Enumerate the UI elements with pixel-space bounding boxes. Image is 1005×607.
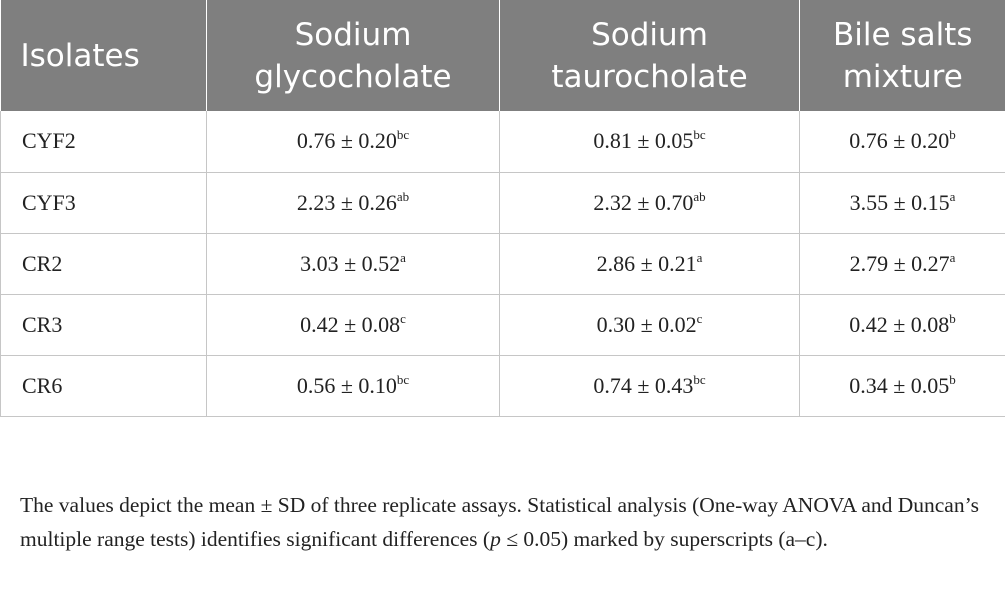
value-cell: 0.42 ± 0.08c [206,294,500,356]
value-cell: 0.42 ± 0.08b [799,294,1005,356]
value-cell: 0.56 ± 0.10bc [206,355,500,417]
value-cell: 3.55 ± 0.15a [799,172,1005,234]
bile-salt-table: Isolates Sodium glycocholate Sodium tauroc… [0,0,1005,417]
value-cell: 3.03 ± 0.52a [206,233,500,295]
header-isolates: Isolates [0,0,207,111]
value-cell: 0.76 ± 0.20bc [206,111,500,173]
table-row: CYF3 2.23 ± 0.26ab 2.32 ± 0.70ab 3.55 ± … [0,172,1005,234]
value-cell: 2.86 ± 0.21a [499,233,800,295]
header-row: Isolates Sodium glycocholate Sodium tauroc… [0,0,1005,111]
value-cell: 0.74 ± 0.43bc [499,355,800,417]
value-cell: 0.76 ± 0.20b [799,111,1005,173]
value-cell: 0.34 ± 0.05b [799,355,1005,417]
isolate-cell: CYF2 [0,111,207,173]
header-bile-salts-mixture: Bile salts mixture [799,0,1005,111]
table-footnote: The values depict the mean ± SD of three… [20,493,979,551]
header-sodium-glycocholate: Sodium glycocholate [206,0,500,111]
value-cell: 2.23 ± 0.26ab [206,172,500,234]
table-row: CR6 0.56 ± 0.10bc 0.74 ± 0.43bc 0.34 ± 0… [0,355,1005,417]
table-row: CYF2 0.76 ± 0.20bc 0.81 ± 0.05bc 0.76 ± … [0,111,1005,173]
isolate-cell: CR6 [0,355,207,417]
isolate-cell: CR2 [0,233,207,295]
value-cell: 0.30 ± 0.02c [499,294,800,356]
table-row: CR3 0.42 ± 0.08c 0.30 ± 0.02c 0.42 ± 0.0… [0,294,1005,356]
table-row: CR2 3.03 ± 0.52a 2.86 ± 0.21a 2.79 ± 0.2… [0,233,1005,295]
value-cell: 0.81 ± 0.05bc [499,111,800,173]
value-cell: 2.79 ± 0.27a [799,233,1005,295]
isolate-cell: CR3 [0,294,207,356]
header-sodium-taurocholate: Sodium taurocholate [499,0,800,111]
value-cell: 2.32 ± 0.70ab [499,172,800,234]
isolate-cell: CYF3 [0,172,207,234]
